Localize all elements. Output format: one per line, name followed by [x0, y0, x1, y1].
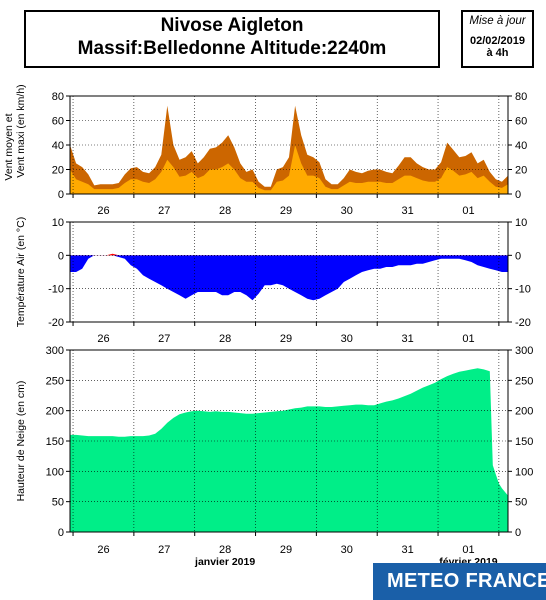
x-tick-label: 26	[97, 205, 109, 217]
y-tick-label-left: -10	[48, 284, 64, 296]
x-tick-label: 28	[219, 544, 231, 556]
x-tick-label: 01	[462, 205, 474, 217]
y-tick-label-left: 60	[52, 116, 64, 128]
x-tick-label: 27	[158, 205, 170, 217]
y-tick-label-left: 50	[52, 497, 64, 509]
y-tick-label-right: 100	[515, 466, 533, 478]
y-axis-label: Température Air (en °C)	[15, 217, 27, 327]
meteo-france-logo: METEO FRANCE	[373, 563, 546, 600]
x-tick-label: 27	[158, 544, 170, 556]
y-tick-label-right: 10	[515, 217, 527, 229]
y-tick-label-left: 20	[52, 165, 64, 177]
plot-frame-1	[69, 221, 509, 323]
y-tick-label-right: -10	[515, 284, 531, 296]
x-tick-label: 01	[462, 544, 474, 556]
y-tick-label-right: 20	[515, 165, 527, 177]
x-tick-label: 26	[97, 333, 109, 345]
y-tick-label-right: 150	[515, 436, 533, 448]
y-axis-label: Vent maxi (en km/h)	[15, 84, 27, 177]
plot-frame-0	[69, 95, 509, 195]
x-tick-label: 26	[97, 544, 109, 556]
y-tick-label-left: 0	[58, 189, 64, 201]
y-tick-label-right: 50	[515, 497, 527, 509]
y-tick-label-left: 80	[52, 91, 64, 103]
y-tick-label-left: 100	[46, 466, 64, 478]
y-axis-label: Hauteur de Neige (en cm)	[15, 381, 27, 502]
x-tick-label: 30	[341, 333, 353, 345]
x-tick-label: 31	[402, 205, 414, 217]
y-tick-label-right: 60	[515, 116, 527, 128]
x-tick-label: 31	[402, 333, 414, 345]
x-tick-label: 30	[341, 544, 353, 556]
title-box: Nivose Aigleton Massif:Belledonne Altitu…	[24, 10, 440, 68]
y-tick-label-left: -20	[48, 317, 64, 329]
y-tick-label-right: 80	[515, 91, 527, 103]
x-tick-label: 30	[341, 205, 353, 217]
y-tick-label-left: 150	[46, 436, 64, 448]
x-tick-label: 31	[402, 544, 414, 556]
y-tick-label-right: 40	[515, 140, 527, 152]
y-tick-label-left: 0	[58, 250, 64, 262]
y-tick-label-right: 200	[515, 406, 533, 418]
plot-frame-2	[69, 349, 509, 533]
y-tick-label-left: 200	[46, 406, 64, 418]
month-label-january: janvier 2019	[194, 556, 255, 568]
x-tick-label: 29	[280, 333, 292, 345]
update-label: Mise à jour	[469, 15, 526, 27]
update-date: 02/02/2019	[469, 35, 526, 47]
y-tick-label-left: 250	[46, 375, 64, 387]
snow-depth-area	[70, 368, 508, 532]
y-tick-label-right: 0	[515, 189, 521, 201]
y-tick-label-left: 0	[58, 527, 64, 539]
wind-mean-area	[70, 145, 508, 194]
update-box: Mise à jour 02/02/2019 à 4h	[461, 10, 534, 68]
y-tick-label-left: 10	[52, 217, 64, 229]
y-tick-label-right: 300	[515, 345, 533, 357]
update-time: à 4h	[486, 47, 509, 59]
wind-max-area	[70, 105, 508, 194]
x-tick-label: 28	[219, 205, 231, 217]
station-subtitle: Massif:Belledonne Altitude:2240m	[77, 38, 387, 59]
y-tick-label-left: 40	[52, 140, 64, 152]
x-tick-label: 01	[462, 333, 474, 345]
x-tick-label: 29	[280, 205, 292, 217]
y-axis-label: Vent moyen et	[3, 113, 15, 180]
x-tick-label: 29	[280, 544, 292, 556]
y-tick-label-right: -20	[515, 317, 531, 329]
y-tick-label-right: 250	[515, 375, 533, 387]
y-tick-label-right: 0	[515, 527, 521, 539]
x-tick-label: 28	[219, 333, 231, 345]
y-tick-label-left: 300	[46, 345, 64, 357]
temperature-cold-area	[70, 255, 508, 301]
logo-text: METEO FRANCE	[387, 570, 546, 592]
x-tick-label: 27	[158, 333, 170, 345]
temperature-warm-area	[70, 253, 508, 256]
y-tick-label-right: 0	[515, 250, 521, 262]
station-title: Nivose Aigleton	[160, 15, 304, 36]
